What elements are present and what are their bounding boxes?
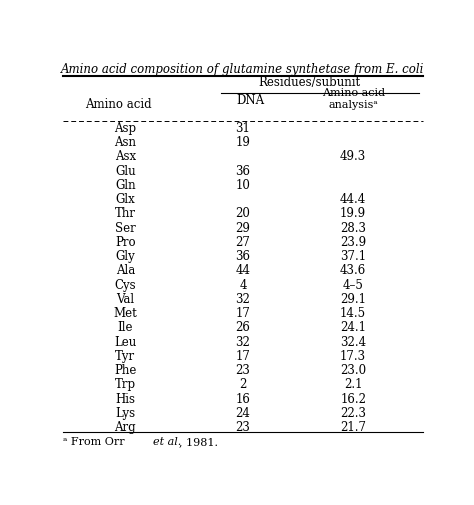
Text: Phe: Phe (114, 364, 137, 377)
Text: Lys: Lys (115, 407, 136, 420)
Text: 14.5: 14.5 (340, 307, 366, 320)
Text: 26: 26 (236, 321, 250, 334)
Text: Glx: Glx (116, 193, 135, 206)
Text: 2: 2 (239, 378, 246, 391)
Text: et al.: et al. (153, 437, 181, 447)
Text: 19.9: 19.9 (340, 208, 366, 220)
Text: 29: 29 (236, 222, 250, 235)
Text: 20: 20 (236, 208, 250, 220)
Text: 32.4: 32.4 (340, 335, 366, 348)
Text: Asp: Asp (114, 122, 137, 135)
Text: 24.1: 24.1 (340, 321, 366, 334)
Text: His: His (115, 392, 136, 406)
Text: 29.1: 29.1 (340, 293, 366, 306)
Text: Thr: Thr (115, 208, 136, 220)
Text: 49.3: 49.3 (340, 150, 366, 163)
Text: 32: 32 (236, 335, 250, 348)
Text: Amino acid
analysisᵃ: Amino acid analysisᵃ (321, 88, 385, 110)
Text: Tyr: Tyr (115, 350, 136, 363)
Text: Leu: Leu (114, 335, 137, 348)
Text: Asx: Asx (115, 150, 136, 163)
Text: Glu: Glu (115, 165, 136, 178)
Text: 28.3: 28.3 (340, 222, 366, 235)
Text: Met: Met (113, 307, 137, 320)
Text: Cys: Cys (115, 279, 136, 291)
Text: 17: 17 (236, 350, 250, 363)
Text: 43.6: 43.6 (340, 264, 366, 277)
Text: 10: 10 (236, 179, 250, 192)
Text: 23.9: 23.9 (340, 236, 366, 249)
Text: 44.4: 44.4 (340, 193, 366, 206)
Text: Residues/subunit: Residues/subunit (258, 76, 360, 89)
Text: Arg: Arg (115, 421, 136, 434)
Text: Amino acid composition of glutamine synthetase from E. coli: Amino acid composition of glutamine synt… (61, 63, 425, 76)
Text: 23.0: 23.0 (340, 364, 366, 377)
Text: 4–5: 4–5 (343, 279, 364, 291)
Text: 22.3: 22.3 (340, 407, 366, 420)
Text: 44: 44 (236, 264, 250, 277)
Text: Gly: Gly (116, 250, 135, 263)
Text: 24: 24 (236, 407, 250, 420)
Text: Gln: Gln (115, 179, 136, 192)
Text: ᵃ From Orr: ᵃ From Orr (63, 437, 128, 447)
Text: Pro: Pro (115, 236, 136, 249)
Text: Ala: Ala (116, 264, 135, 277)
Text: 16.2: 16.2 (340, 392, 366, 406)
Text: Val: Val (116, 293, 135, 306)
Text: 23: 23 (236, 364, 250, 377)
Text: 21.7: 21.7 (340, 421, 366, 434)
Text: 16: 16 (236, 392, 250, 406)
Text: Amino acid: Amino acid (85, 98, 151, 111)
Text: Ile: Ile (118, 321, 133, 334)
Text: 36: 36 (236, 165, 250, 178)
Text: Asn: Asn (114, 136, 137, 149)
Text: 19: 19 (236, 136, 250, 149)
Text: 4: 4 (239, 279, 246, 291)
Text: 17: 17 (236, 307, 250, 320)
Text: 2.1: 2.1 (344, 378, 363, 391)
Text: 23: 23 (236, 421, 250, 434)
Text: Ser: Ser (115, 222, 136, 235)
Text: 36: 36 (236, 250, 250, 263)
Text: 37.1: 37.1 (340, 250, 366, 263)
Text: 27: 27 (236, 236, 250, 249)
Text: Trp: Trp (115, 378, 136, 391)
Text: , 1981.: , 1981. (179, 437, 219, 447)
Text: DNA: DNA (236, 94, 264, 107)
Text: 32: 32 (236, 293, 250, 306)
Text: 31: 31 (236, 122, 250, 135)
Text: 17.3: 17.3 (340, 350, 366, 363)
